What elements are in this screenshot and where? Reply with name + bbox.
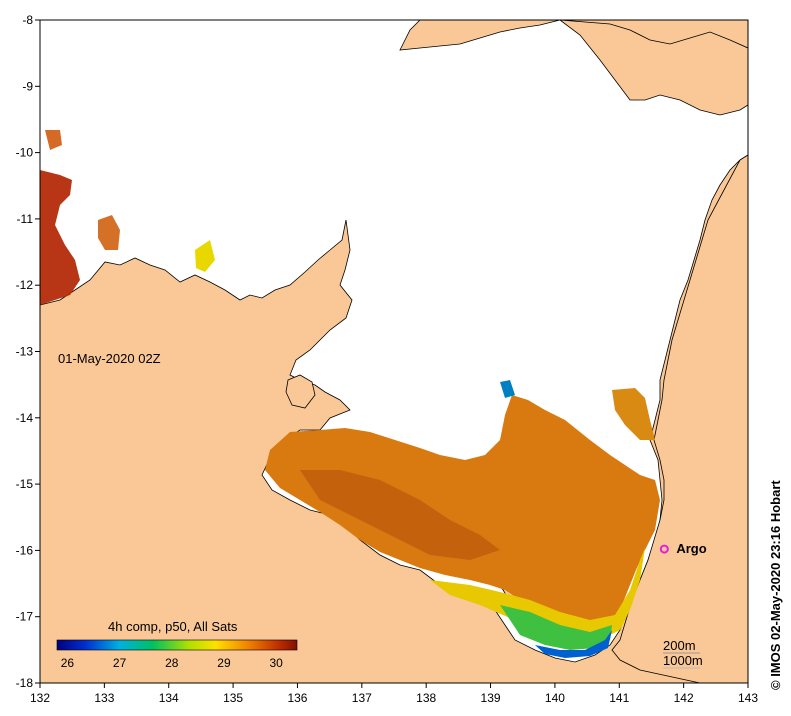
lat-tick-label: -12 [16, 278, 34, 292]
lat-tick-label: -8 [22, 13, 33, 27]
lon-tick-label: 134 [159, 691, 179, 705]
lon-tick-label: 140 [545, 691, 565, 705]
sst-yellow-spot [195, 240, 215, 272]
lon-tick-label: 136 [287, 691, 307, 705]
longitude-axis: 132 133 134 135 136 137 138 139 140 141 142 143 [30, 683, 758, 705]
colorbar-title: 4h comp, p50, All Sats [108, 619, 238, 634]
colorbar-tick-label: 28 [165, 656, 179, 670]
sst-patch-west-orange [45, 130, 62, 150]
lat-tick-label: -14 [16, 411, 34, 425]
lat-tick-label: -11 [17, 212, 34, 226]
depth-200m-label: 200m [663, 638, 696, 653]
sst-north-blue-spot [500, 380, 515, 398]
lat-tick-label: -9 [22, 79, 33, 93]
colorbar-tick-label: 30 [269, 656, 283, 670]
lon-tick-label: 137 [352, 691, 372, 705]
land-new-guinea-east [559, 20, 748, 49]
credit-text: © IMOS 02-May-2020 23:16 Hobart [768, 480, 783, 690]
sst-south-green [500, 605, 612, 650]
lat-tick-label: -16 [16, 543, 34, 557]
colorbar-ticks: 26 27 28 29 30 [61, 656, 283, 670]
latitude-axis: -8 -9 -10 -11 -12 -13 -14 -15 -16 -17 -18 [16, 13, 40, 690]
colorbar-legend: 4h comp, p50, All Sats 26 27 28 29 30 [56, 619, 298, 670]
argo-marker: Argo [659, 541, 707, 556]
lat-tick-label: -17 [16, 610, 34, 624]
sst-gulf-main [265, 395, 660, 625]
colorbar [56, 639, 298, 651]
lon-tick-label: 139 [481, 691, 501, 705]
sst-patch-west-orange-2 [98, 215, 120, 250]
colorbar-tick-label: 29 [217, 656, 231, 670]
sst-south-blue [535, 630, 612, 658]
argo-label: Argo [676, 541, 706, 556]
sst-gulf-east-block [612, 388, 655, 440]
sst-patch-west-red [40, 170, 80, 305]
land-new-guinea [399, 20, 748, 116]
lon-tick-label: 141 [609, 691, 629, 705]
lon-tick-label: 143 [738, 691, 758, 705]
lat-tick-label: -18 [16, 676, 34, 690]
lat-tick-label: -10 [16, 146, 34, 160]
lon-tick-label: 132 [30, 691, 50, 705]
lon-tick-label: 135 [223, 691, 243, 705]
lon-tick-label: 138 [416, 691, 436, 705]
land-northern-territory [40, 154, 748, 683]
lat-tick-label: -15 [16, 477, 34, 491]
depth-1000m-label: 1000m [663, 653, 703, 668]
lat-tick-label: -13 [16, 345, 34, 359]
argo-float-icon [659, 544, 669, 554]
lon-tick-label: 133 [94, 691, 114, 705]
depth-legend: 200m 1000m [663, 638, 703, 669]
sst-overlay [40, 130, 660, 658]
lon-tick-label: 142 [674, 691, 694, 705]
colorbar-tick-label: 27 [113, 656, 127, 670]
land-groote-eylandt [285, 374, 316, 409]
colorbar-tick-label: 26 [61, 656, 75, 670]
timestamp-label: 01-May-2020 02Z [58, 351, 161, 366]
sst-gulf-darker [300, 470, 500, 560]
